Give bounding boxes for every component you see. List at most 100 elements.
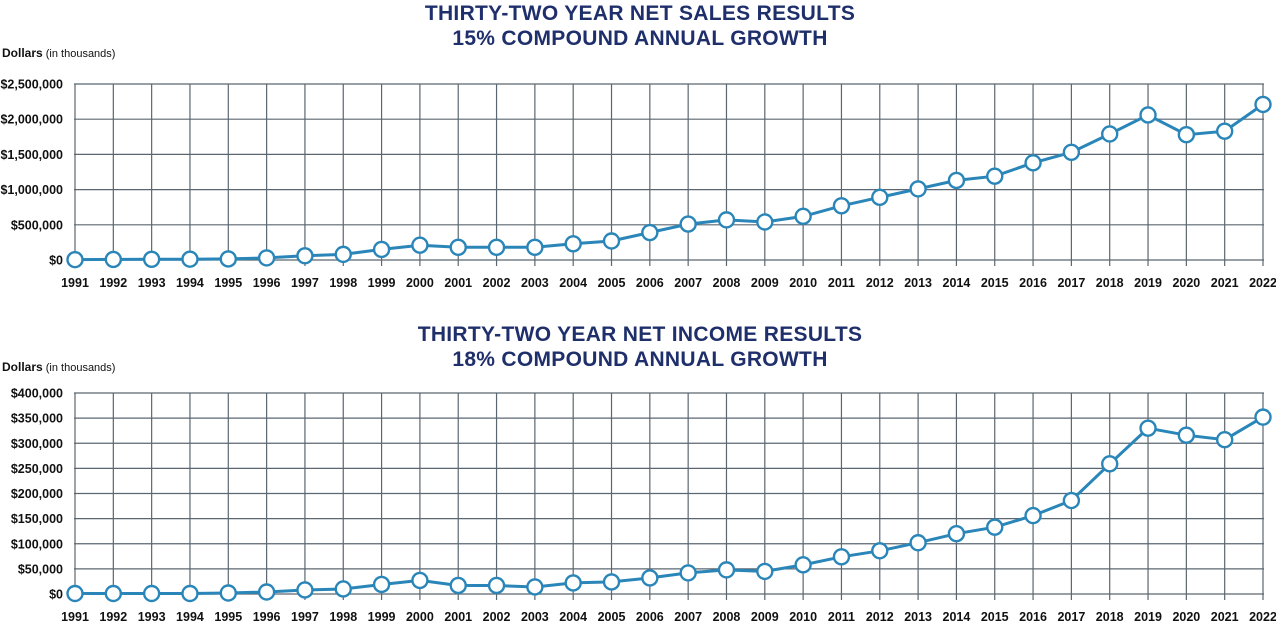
net-income-data-point xyxy=(104,584,123,603)
net-income-y-tick-label: $150,000 xyxy=(11,512,63,526)
net-sales-data-point xyxy=(832,197,851,215)
net-income-y-tick-label: $300,000 xyxy=(11,437,63,451)
net-income-x-tick-label: 2005 xyxy=(598,610,626,624)
net-sales-x-tick-label: 2005 xyxy=(598,276,626,290)
net-income-x-tick-label: 1994 xyxy=(176,610,204,624)
net-income-data-point xyxy=(372,575,391,594)
net-sales-x-tick-label: 2012 xyxy=(866,276,894,290)
net-sales-data-point xyxy=(871,188,889,207)
net-sales-x-tick-label: 2002 xyxy=(483,276,511,290)
net-income-y-tick-label: $350,000 xyxy=(11,412,63,426)
net-income-y-tick-label: $200,000 xyxy=(11,487,63,501)
net-income-x-tick-label: 1993 xyxy=(138,610,166,624)
net-income-x-tick-label: 2021 xyxy=(1211,610,1239,624)
net-income-data-point xyxy=(526,578,544,596)
net-income-data-point xyxy=(296,581,314,599)
net-income-title: THIRTY-TWO YEAR NET INCOME RESULTS xyxy=(417,323,863,346)
net-sales-data-point xyxy=(1139,106,1157,124)
net-income-data-point xyxy=(334,580,352,598)
chart-title-net-income: THIRTY-TWO YEAR NET INCOME RESULTS 18% C… xyxy=(20,322,1260,372)
net-income-chart: $0 $50,000 $100,000 $150,000 $200,000 $250,00… xyxy=(11,387,1276,624)
net-income-data-point xyxy=(142,584,161,603)
net-income-x-tick-label: 1997 xyxy=(291,610,319,624)
net-income-data-point xyxy=(66,584,84,603)
net-sales-data-point xyxy=(947,171,966,190)
net-income-x-tick-label: 1996 xyxy=(253,610,281,624)
net-sales-x-tick-label: 2003 xyxy=(521,276,549,290)
net-sales-y-tick-label: $2,000,000 xyxy=(0,113,63,127)
net-income-data-point xyxy=(1024,506,1042,525)
net-income-data-point xyxy=(641,569,659,587)
net-income-data-point xyxy=(717,561,736,579)
net-income-x-tick-label: 2006 xyxy=(636,610,664,624)
net-income-data-point xyxy=(1062,491,1081,510)
net-income-y-tick-label: $250,000 xyxy=(11,462,63,476)
chart-title-net-sales: THIRTY-TWO YEAR NET SALES RESULTS 15% CO… xyxy=(20,1,1260,51)
net-income-data-point xyxy=(986,518,1004,536)
net-sales-data-point xyxy=(487,238,506,257)
net-income-data-point xyxy=(1101,455,1119,473)
net-income-x-tick-label: 2002 xyxy=(483,610,511,624)
net-income-x-tick-label: 2012 xyxy=(866,610,894,624)
net-income-y-tick-label: $100,000 xyxy=(11,537,63,551)
net-sales-series-line xyxy=(74,103,1264,262)
net-sales-x-tick-label: 2015 xyxy=(981,276,1009,290)
net-income-data-point xyxy=(1139,419,1157,437)
net-income-data-point xyxy=(1254,408,1272,426)
net-sales-data-point xyxy=(1024,154,1042,172)
net-income-ylabel-note: (in thousands) xyxy=(45,362,116,374)
net-income-data-point xyxy=(602,573,621,591)
net-sales-x-tick-label: 2019 xyxy=(1134,276,1162,290)
net-income-x-tick-label: 2022 xyxy=(1249,610,1276,624)
net-sales-x-tick-label: 2007 xyxy=(674,276,702,290)
net-sales-x-tick-label: 2021 xyxy=(1211,276,1239,290)
net-sales-data-point xyxy=(602,232,621,250)
net-sales-x-tick-label: 1995 xyxy=(214,276,242,290)
net-sales-data-point xyxy=(257,249,276,267)
net-income-data-point xyxy=(909,534,927,552)
net-income-data-point xyxy=(794,556,812,574)
net-sales-x-tick-label: 2001 xyxy=(444,276,472,290)
net-sales-x-tick-label: 2004 xyxy=(559,276,587,290)
net-income-x-tick-label: 2004 xyxy=(559,610,587,624)
net-sales-data-point xyxy=(372,240,391,259)
net-sales-x-tick-label: 2006 xyxy=(636,276,664,290)
net-sales-data-point xyxy=(104,250,123,269)
net-income-data-point xyxy=(679,564,697,582)
net-income-data-point xyxy=(832,548,851,566)
net-sales-data-point xyxy=(1101,125,1119,143)
net-sales-x-tick-label: 1999 xyxy=(368,276,396,290)
net-income-x-tick-label: 2003 xyxy=(521,610,549,624)
net-income-data-point xyxy=(871,542,889,560)
net-income-data-point xyxy=(564,574,582,592)
net-income-data-point xyxy=(756,562,774,581)
net-sales-data-point xyxy=(679,215,697,233)
net-sales-data-point xyxy=(909,180,927,198)
net-sales-x-tick-label: 1998 xyxy=(329,276,357,290)
net-income-x-tick-label: 1998 xyxy=(329,610,357,624)
net-income-x-tick-label: 2015 xyxy=(981,610,1009,624)
net-sales-x-tick-label: 2022 xyxy=(1249,276,1276,290)
net-income-x-tick-label: 2011 xyxy=(828,610,855,624)
net-income-subtitle: 18% COMPOUND ANNUAL GROWTH xyxy=(452,348,828,371)
net-sales-data-point xyxy=(986,167,1004,185)
net-sales-data-point xyxy=(564,235,582,253)
net-income-x-tick-label: 1992 xyxy=(99,610,127,624)
net-sales-y-tick-label: $0 xyxy=(49,254,63,268)
net-income-x-tick-label: 2000 xyxy=(406,610,434,624)
net-sales-ylabel-main: Dollars xyxy=(2,46,43,60)
net-sales-x-tick-label: 1994 xyxy=(176,276,204,290)
net-income-x-tick-label: 2009 xyxy=(751,610,779,624)
net-sales-x-tick-label: 2000 xyxy=(406,276,434,290)
net-income-data-point xyxy=(487,576,506,595)
net-income-x-tick-label: 2014 xyxy=(943,610,971,624)
net-sales-chart: $0 $500,000 $1,000,000 $1,500,000 $2,000,000… xyxy=(0,78,1276,291)
net-sales-y-tick-label: $500,000 xyxy=(11,218,63,232)
net-income-x-tick-label: 2016 xyxy=(1019,610,1047,624)
net-sales-data-point xyxy=(296,247,314,265)
net-sales-data-point xyxy=(794,207,812,226)
net-sales-data-point xyxy=(142,250,161,268)
net-sales-data-point xyxy=(756,213,774,231)
net-income-x-tick-label: 2001 xyxy=(444,610,472,624)
net-income-data-point xyxy=(1215,431,1234,449)
